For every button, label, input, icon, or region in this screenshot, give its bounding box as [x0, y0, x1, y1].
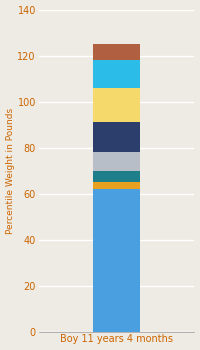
Bar: [93, 60, 140, 88]
Bar: [93, 122, 140, 152]
Y-axis label: Percentile Weight in Pounds: Percentile Weight in Pounds: [6, 107, 15, 234]
Bar: [93, 170, 140, 182]
Bar: [93, 189, 140, 332]
Bar: [93, 88, 140, 122]
Bar: [93, 44, 140, 60]
Bar: [93, 152, 140, 170]
Bar: [93, 182, 140, 189]
